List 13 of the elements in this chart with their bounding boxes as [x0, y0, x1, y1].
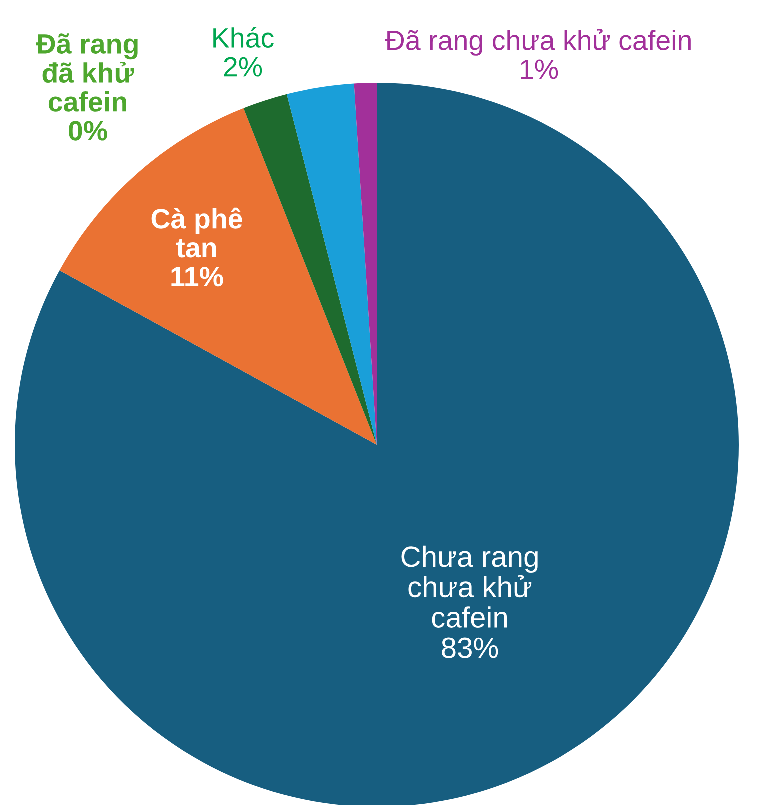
- pie-slice: [244, 94, 377, 445]
- slice-label: Cà phê tan: [152, 208, 242, 258]
- data-label: 1%: [521, 60, 558, 80]
- text: 0%: [69, 121, 108, 141]
- pie-slice: [15, 83, 739, 805]
- slice-label: Đã rang chưa khử cafein: [385, 29, 691, 56]
- slice-label: Chưa rang chưa khử cafein: [402, 546, 538, 628]
- data-label: 83%: [442, 638, 498, 658]
- slice-label: Khác: [214, 27, 274, 48]
- pie-slice: [286, 84, 377, 445]
- data-label: 2%: [224, 57, 262, 77]
- data-label: 11%: [172, 267, 224, 287]
- category-label: Đã rang đã khử cafein: [36, 34, 138, 112]
